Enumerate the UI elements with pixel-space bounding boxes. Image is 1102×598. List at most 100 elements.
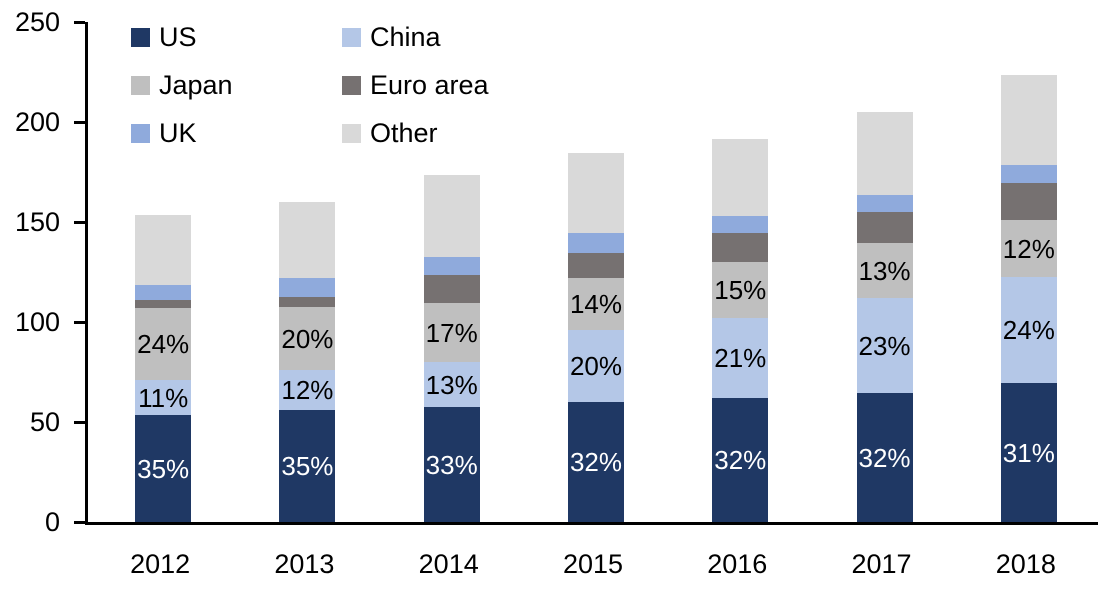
segment-data-label: 23%	[858, 330, 911, 361]
bar-segment-us: 31%	[1000, 383, 1057, 522]
y-tick-label: 100	[14, 307, 60, 337]
legend-swatch-icon	[131, 123, 150, 143]
bar-segment-uk	[567, 233, 624, 253]
segment-data-label: 21%	[714, 343, 767, 373]
bar-column-2016: 32% 21% 15%	[668, 22, 812, 522]
bar-segment-us: 32%	[567, 402, 624, 522]
legend-label: Other	[370, 117, 438, 148]
bar-segment-japan: 14%	[567, 278, 624, 330]
segment-data-label: 20%	[569, 351, 622, 381]
bar-segment-uk	[135, 285, 192, 300]
y-tick-mark	[74, 421, 85, 424]
bar-segment-china: 12%	[279, 370, 336, 410]
legend-item-uk: UK	[131, 118, 342, 148]
y-tick-label: 150	[14, 207, 60, 237]
segment-data-label: 32%	[858, 442, 911, 473]
segment-data-label: 24%	[137, 329, 190, 359]
bar-column-2017: 32% 23% 13%	[812, 22, 956, 522]
segment-data-label: 35%	[137, 453, 190, 484]
segment-data-label: 13%	[425, 369, 478, 400]
segment-data-label: 33%	[425, 449, 478, 480]
segment-data-label: 32%	[714, 445, 767, 475]
y-tick-mark	[74, 521, 85, 524]
legend-item-euro-area: Euro area	[342, 69, 489, 100]
y-tick-mark	[74, 321, 85, 324]
stacked-bar: 35% 12% 20%	[279, 202, 336, 522]
bar-segment-china: 21%	[712, 318, 769, 398]
segment-data-label: 24%	[1002, 315, 1055, 345]
bar-segment-uk	[279, 278, 336, 297]
bar-segment-euro-area	[423, 275, 480, 303]
bar-column-2012: 35% 11% 24%	[91, 22, 235, 522]
bar-segment-us: 32%	[856, 393, 913, 522]
bar-segment-euro-area	[567, 253, 624, 278]
bar-column-2015: 32% 20% 14%	[524, 22, 668, 522]
legend-label: Euro area	[370, 69, 489, 100]
bar-segment-japan: 13%	[856, 243, 913, 298]
x-tick-label: 2012	[130, 549, 191, 579]
segment-data-label: 12%	[281, 375, 334, 405]
bar-segment-japan: 17%	[423, 303, 480, 362]
bar-segment-us: 32%	[712, 398, 769, 522]
bar-segment-euro-area	[1000, 183, 1057, 220]
bar-segment-china: 20%	[567, 330, 624, 402]
x-tick-label: 2017	[851, 549, 912, 579]
stacked-bar: 32% 21% 15%	[712, 139, 769, 522]
bar-segment-euro-area	[135, 300, 192, 308]
segment-data-label: 35%	[281, 451, 334, 481]
y-tick-label: 50	[29, 407, 60, 437]
stacked-bar: 33% 13% 17%	[423, 175, 480, 522]
segment-data-label: 31%	[1002, 437, 1055, 468]
bar-segment-other	[423, 175, 480, 257]
x-axis: 2012 2013 2014 2015 2016 2017 2018	[88, 549, 1098, 580]
bar-segment-other	[135, 215, 192, 285]
bar-segment-uk	[423, 257, 480, 275]
bar-segment-japan: 24%	[135, 308, 192, 380]
legend-label: US	[159, 21, 197, 52]
y-tick-label: 200	[14, 107, 60, 137]
y-tick-mark	[74, 21, 85, 24]
bar-segment-uk	[856, 195, 913, 212]
bar-segment-uk	[1000, 165, 1057, 183]
legend-swatch-icon	[342, 75, 361, 95]
legend-label: Japan	[159, 69, 233, 100]
x-tick-label: 2016	[707, 549, 768, 579]
bar-segment-other	[567, 153, 624, 233]
segment-data-label: 13%	[858, 255, 911, 286]
bar-segment-other	[279, 202, 336, 278]
stacked-bar: 31% 24% 12%	[1000, 75, 1057, 522]
legend-item-us: US	[131, 21, 342, 52]
bar-segment-other	[1000, 75, 1057, 165]
segment-data-label: 11%	[138, 382, 189, 413]
legend: US China Japan Euro area UK Other	[131, 21, 489, 148]
legend-item-other: Other	[342, 117, 489, 148]
segment-data-label: 15%	[714, 275, 767, 305]
bar-segment-us: 33%	[423, 407, 480, 522]
bar-segment-euro-area	[279, 297, 336, 307]
y-tick-label: 250	[14, 7, 60, 37]
stacked-bar: 32% 23% 13%	[856, 112, 913, 522]
stacked-bar: 32% 20% 14%	[567, 153, 624, 522]
bar-segment-japan: 15%	[712, 262, 769, 318]
legend-swatch-icon	[342, 123, 361, 143]
x-tick-label: 2014	[418, 549, 479, 579]
bar-segment-japan: 20%	[279, 307, 336, 370]
bar-column-2013: 35% 12% 20%	[235, 22, 379, 522]
bars-group: 35% 11% 24% 35% 12% 20% 33% 13% 17% 32% 20% 14% 32% 2…	[91, 22, 1101, 522]
x-tick-label: 2015	[562, 549, 624, 579]
bar-column-2014: 33% 13% 17%	[380, 22, 524, 522]
legend-swatch-icon	[342, 27, 361, 47]
bar-segment-china: 13%	[423, 362, 480, 407]
legend-swatch-icon	[131, 27, 150, 47]
y-tick-label: 0	[44, 507, 60, 537]
bar-segment-china: 23%	[856, 298, 913, 393]
bar-segment-us: 35%	[135, 415, 192, 522]
plot-area: 35% 11% 24% 35% 12% 20% 33% 13% 17% 32% 20% 14% 32% 2…	[85, 22, 1098, 525]
x-tick-label: 2018	[995, 549, 1056, 579]
legend-item-japan: Japan	[131, 69, 342, 100]
legend-swatch-icon	[131, 75, 150, 95]
y-tick-mark	[74, 121, 85, 124]
bar-segment-other	[856, 112, 913, 195]
bar-segment-other	[712, 139, 769, 216]
